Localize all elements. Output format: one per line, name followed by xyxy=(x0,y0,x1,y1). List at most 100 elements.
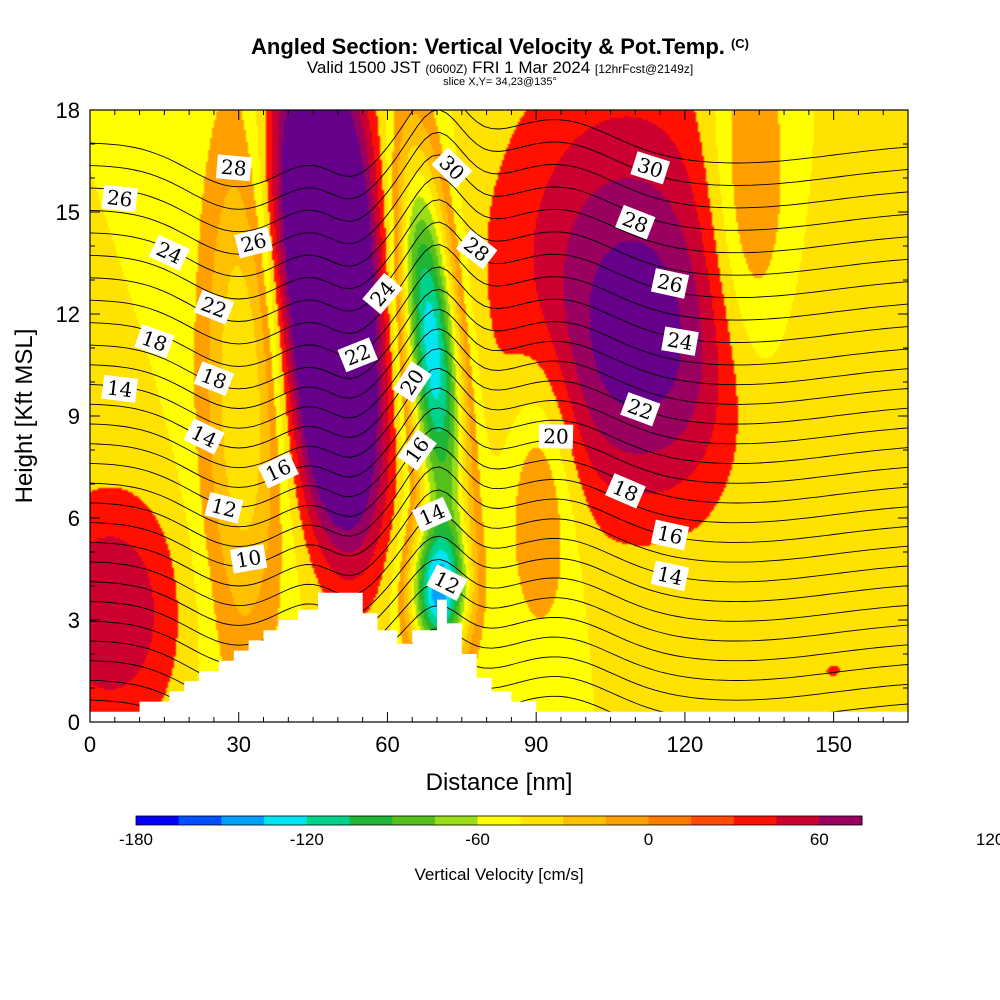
contour-label-box xyxy=(337,337,378,373)
contour-label-box xyxy=(101,374,139,403)
valid-time: Valid 1500 JST xyxy=(306,58,421,77)
contour-label-text: 20 xyxy=(543,424,569,448)
contour-label-text: 14 xyxy=(106,375,134,402)
contour-label: 28 xyxy=(215,154,252,182)
colorbar-swatch xyxy=(306,816,351,825)
contour-label-text: 28 xyxy=(220,155,247,181)
theta-contour-line xyxy=(90,176,908,278)
contour-label: 12 xyxy=(204,491,244,524)
colorbar-swatch xyxy=(733,816,778,825)
y-tick-label: 15 xyxy=(56,200,80,225)
forecast-info: [12hrFcst@2149z] xyxy=(594,62,694,76)
theta-contour-line xyxy=(90,244,908,345)
contour-label-box xyxy=(431,147,473,189)
x-tick-label: 30 xyxy=(226,732,250,757)
x-tick-label: 90 xyxy=(524,732,548,757)
contour-label-text: 14 xyxy=(655,561,685,590)
contour-label: 16 xyxy=(650,519,690,551)
contour-label-text: 26 xyxy=(655,269,685,298)
y-tick-label: 3 xyxy=(68,608,80,633)
contour-label-box xyxy=(215,154,252,182)
colorbar-label: Vertical Velocity [cm/s] xyxy=(414,865,583,884)
theta-contour-line xyxy=(90,535,908,626)
theta-contour-line xyxy=(90,427,908,528)
contour-label-box xyxy=(620,392,661,427)
colorbar-swatch xyxy=(819,816,863,825)
x-tick-label: 60 xyxy=(375,732,399,757)
contour-label-box xyxy=(148,234,190,271)
x-axis-label: Distance [nm] xyxy=(426,769,573,796)
colorbar-swatch xyxy=(605,816,649,825)
axes: 0 30 60 90 120 150 0 3 6 9 12 15 18 xyxy=(56,98,909,757)
contour-label-text: 24 xyxy=(665,327,694,355)
contour-label-text: 10 xyxy=(234,545,263,573)
colorbar-swatch xyxy=(392,816,436,825)
contour-label-text: 26 xyxy=(106,185,134,212)
contour-label: 10 xyxy=(229,544,268,574)
colorbar-swatch xyxy=(136,816,180,825)
contour-label-box xyxy=(234,226,274,259)
contour-label-box xyxy=(605,473,646,509)
contour-label: 18 xyxy=(134,324,175,359)
x-tick-label: 150 xyxy=(815,732,852,757)
y-tick-label: 9 xyxy=(68,404,80,429)
contour-label: 24 xyxy=(661,326,699,356)
contour-label-box xyxy=(257,452,299,489)
contour-label: 26 xyxy=(650,268,690,299)
theta-contour-line xyxy=(90,328,908,429)
contour-label-box xyxy=(193,289,235,325)
theta-contour-line xyxy=(90,489,908,587)
theta-contour-line xyxy=(90,131,908,233)
colorbar-swatch xyxy=(691,816,735,825)
colorbar-swatch xyxy=(221,816,265,825)
contour-label-box xyxy=(650,560,690,592)
contour-label-box xyxy=(426,564,468,602)
colorbar-tick-label: -180 xyxy=(119,830,153,849)
contour-label-box xyxy=(661,326,699,356)
contour-label-text: 16 xyxy=(655,521,685,550)
colorbar-swatch xyxy=(349,816,393,825)
colorbar-tick-label: -60 xyxy=(465,830,490,849)
colorbar: -180 -120 -60 0 60 120 xyxy=(119,815,1000,849)
theta-contour-line xyxy=(90,110,908,210)
theta-contour-line xyxy=(90,466,908,567)
x-tick-label: 0 xyxy=(84,732,96,757)
theta-contour-line xyxy=(90,387,908,488)
contour-label: 20 xyxy=(538,424,574,449)
contour-label-box xyxy=(134,324,175,359)
theta-contour-line xyxy=(90,651,908,722)
contour-label: 30 xyxy=(630,151,671,185)
contour-label-box xyxy=(397,429,437,471)
theta-contour-line xyxy=(90,266,908,367)
contour-label-box xyxy=(193,361,235,396)
contour-label-box xyxy=(204,491,244,524)
contour-label-box xyxy=(630,151,671,185)
colorbar-swatch xyxy=(776,816,820,825)
chart-title-units: (C) xyxy=(730,36,749,51)
valid-utc: (0600Z) xyxy=(425,62,468,76)
contour-label-box xyxy=(101,184,139,213)
theta-contour-line xyxy=(90,110,908,188)
colorbar-tick-label: 120 xyxy=(976,830,1000,849)
y-axis-label: Height [Kft MSL] xyxy=(11,329,38,504)
colorbar-tick-label: 60 xyxy=(810,830,829,849)
colorbar-swatch xyxy=(477,816,521,825)
theta-contour-line xyxy=(90,154,908,255)
y-tick-label: 18 xyxy=(56,98,80,123)
theta-contour-line xyxy=(90,558,908,646)
contour-label-box xyxy=(392,361,432,403)
contour-label: 14 xyxy=(650,560,690,592)
theta-contour-line xyxy=(90,348,908,449)
valid-date: FRI 1 Mar 2024 xyxy=(472,58,591,77)
contour-label-box xyxy=(183,418,225,455)
slice-info: slice X,Y= 34,23@135° xyxy=(443,76,557,88)
contour-label-box xyxy=(650,268,690,299)
colorbar-swatch xyxy=(648,816,692,825)
y-tick-label: 0 xyxy=(68,710,80,735)
theta-contour-line xyxy=(90,446,908,548)
contour-label: 14 xyxy=(101,374,139,403)
theta-contour-line xyxy=(90,367,908,469)
y-tick-label: 6 xyxy=(68,506,80,531)
contour-labels: 1012121414141416161618181820202222222424… xyxy=(101,147,699,602)
